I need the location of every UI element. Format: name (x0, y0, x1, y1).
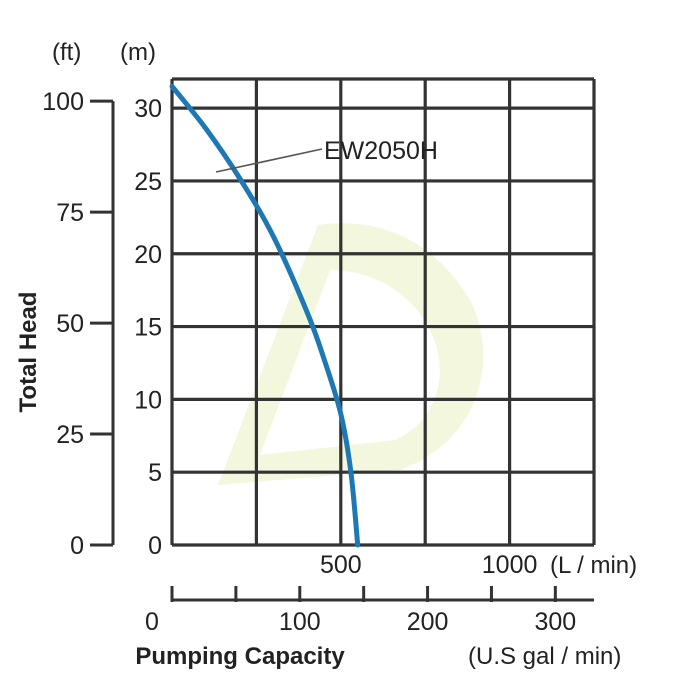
y-tick-ft-75: 75 (56, 199, 84, 227)
y-tick-ft-25: 25 (56, 421, 84, 449)
series-label-leader (215, 148, 323, 173)
y-tick-m-25: 25 (134, 168, 162, 196)
y-tick-m-10: 10 (134, 386, 162, 414)
plot-grid (170, 77, 596, 547)
x-tick-gal-300: 300 (534, 608, 576, 636)
y-axis-m: 0 5 10 15 20 25 30 (134, 95, 162, 560)
x-axis-title: Pumping Capacity (135, 643, 345, 670)
y-tick-ft-0: 0 (70, 532, 84, 560)
y-unit-ft: (ft) (52, 39, 81, 66)
x-unit-l-per-min: (L / min) (550, 552, 637, 579)
y-unit-m: (m) (120, 39, 156, 66)
y-tick-ft-50: 50 (56, 310, 84, 338)
x-tick-l-1000: 1000 (482, 551, 538, 579)
y-tick-m-30: 30 (134, 95, 162, 123)
x-tick-gal-200: 200 (407, 608, 449, 636)
series-line-ew2050h (169, 83, 361, 548)
y-axis-ft: 0 25 50 75 100 (42, 88, 115, 560)
x-tick-gal-0: 0 (145, 608, 159, 636)
x-tick-gal-100: 100 (279, 608, 321, 636)
y-axis-title: Total Head (15, 292, 42, 413)
x-axis-l-per-min: 500 1000 (320, 551, 537, 579)
watermark-logo (218, 223, 484, 485)
y-tick-m-15: 15 (134, 314, 162, 342)
x-unit-gal-per-min: (U.S gal / min) (468, 643, 621, 670)
y-tick-m-20: 20 (134, 241, 162, 269)
x-tick-l-500: 500 (320, 551, 362, 579)
x-axis-gal-per-min: 0 100 200 300 (145, 586, 594, 636)
y-tick-m-0: 0 (148, 532, 162, 560)
y-tick-m-5: 5 (148, 459, 162, 487)
series-label: EW2050H (324, 137, 438, 165)
y-tick-ft-100: 100 (42, 88, 84, 116)
